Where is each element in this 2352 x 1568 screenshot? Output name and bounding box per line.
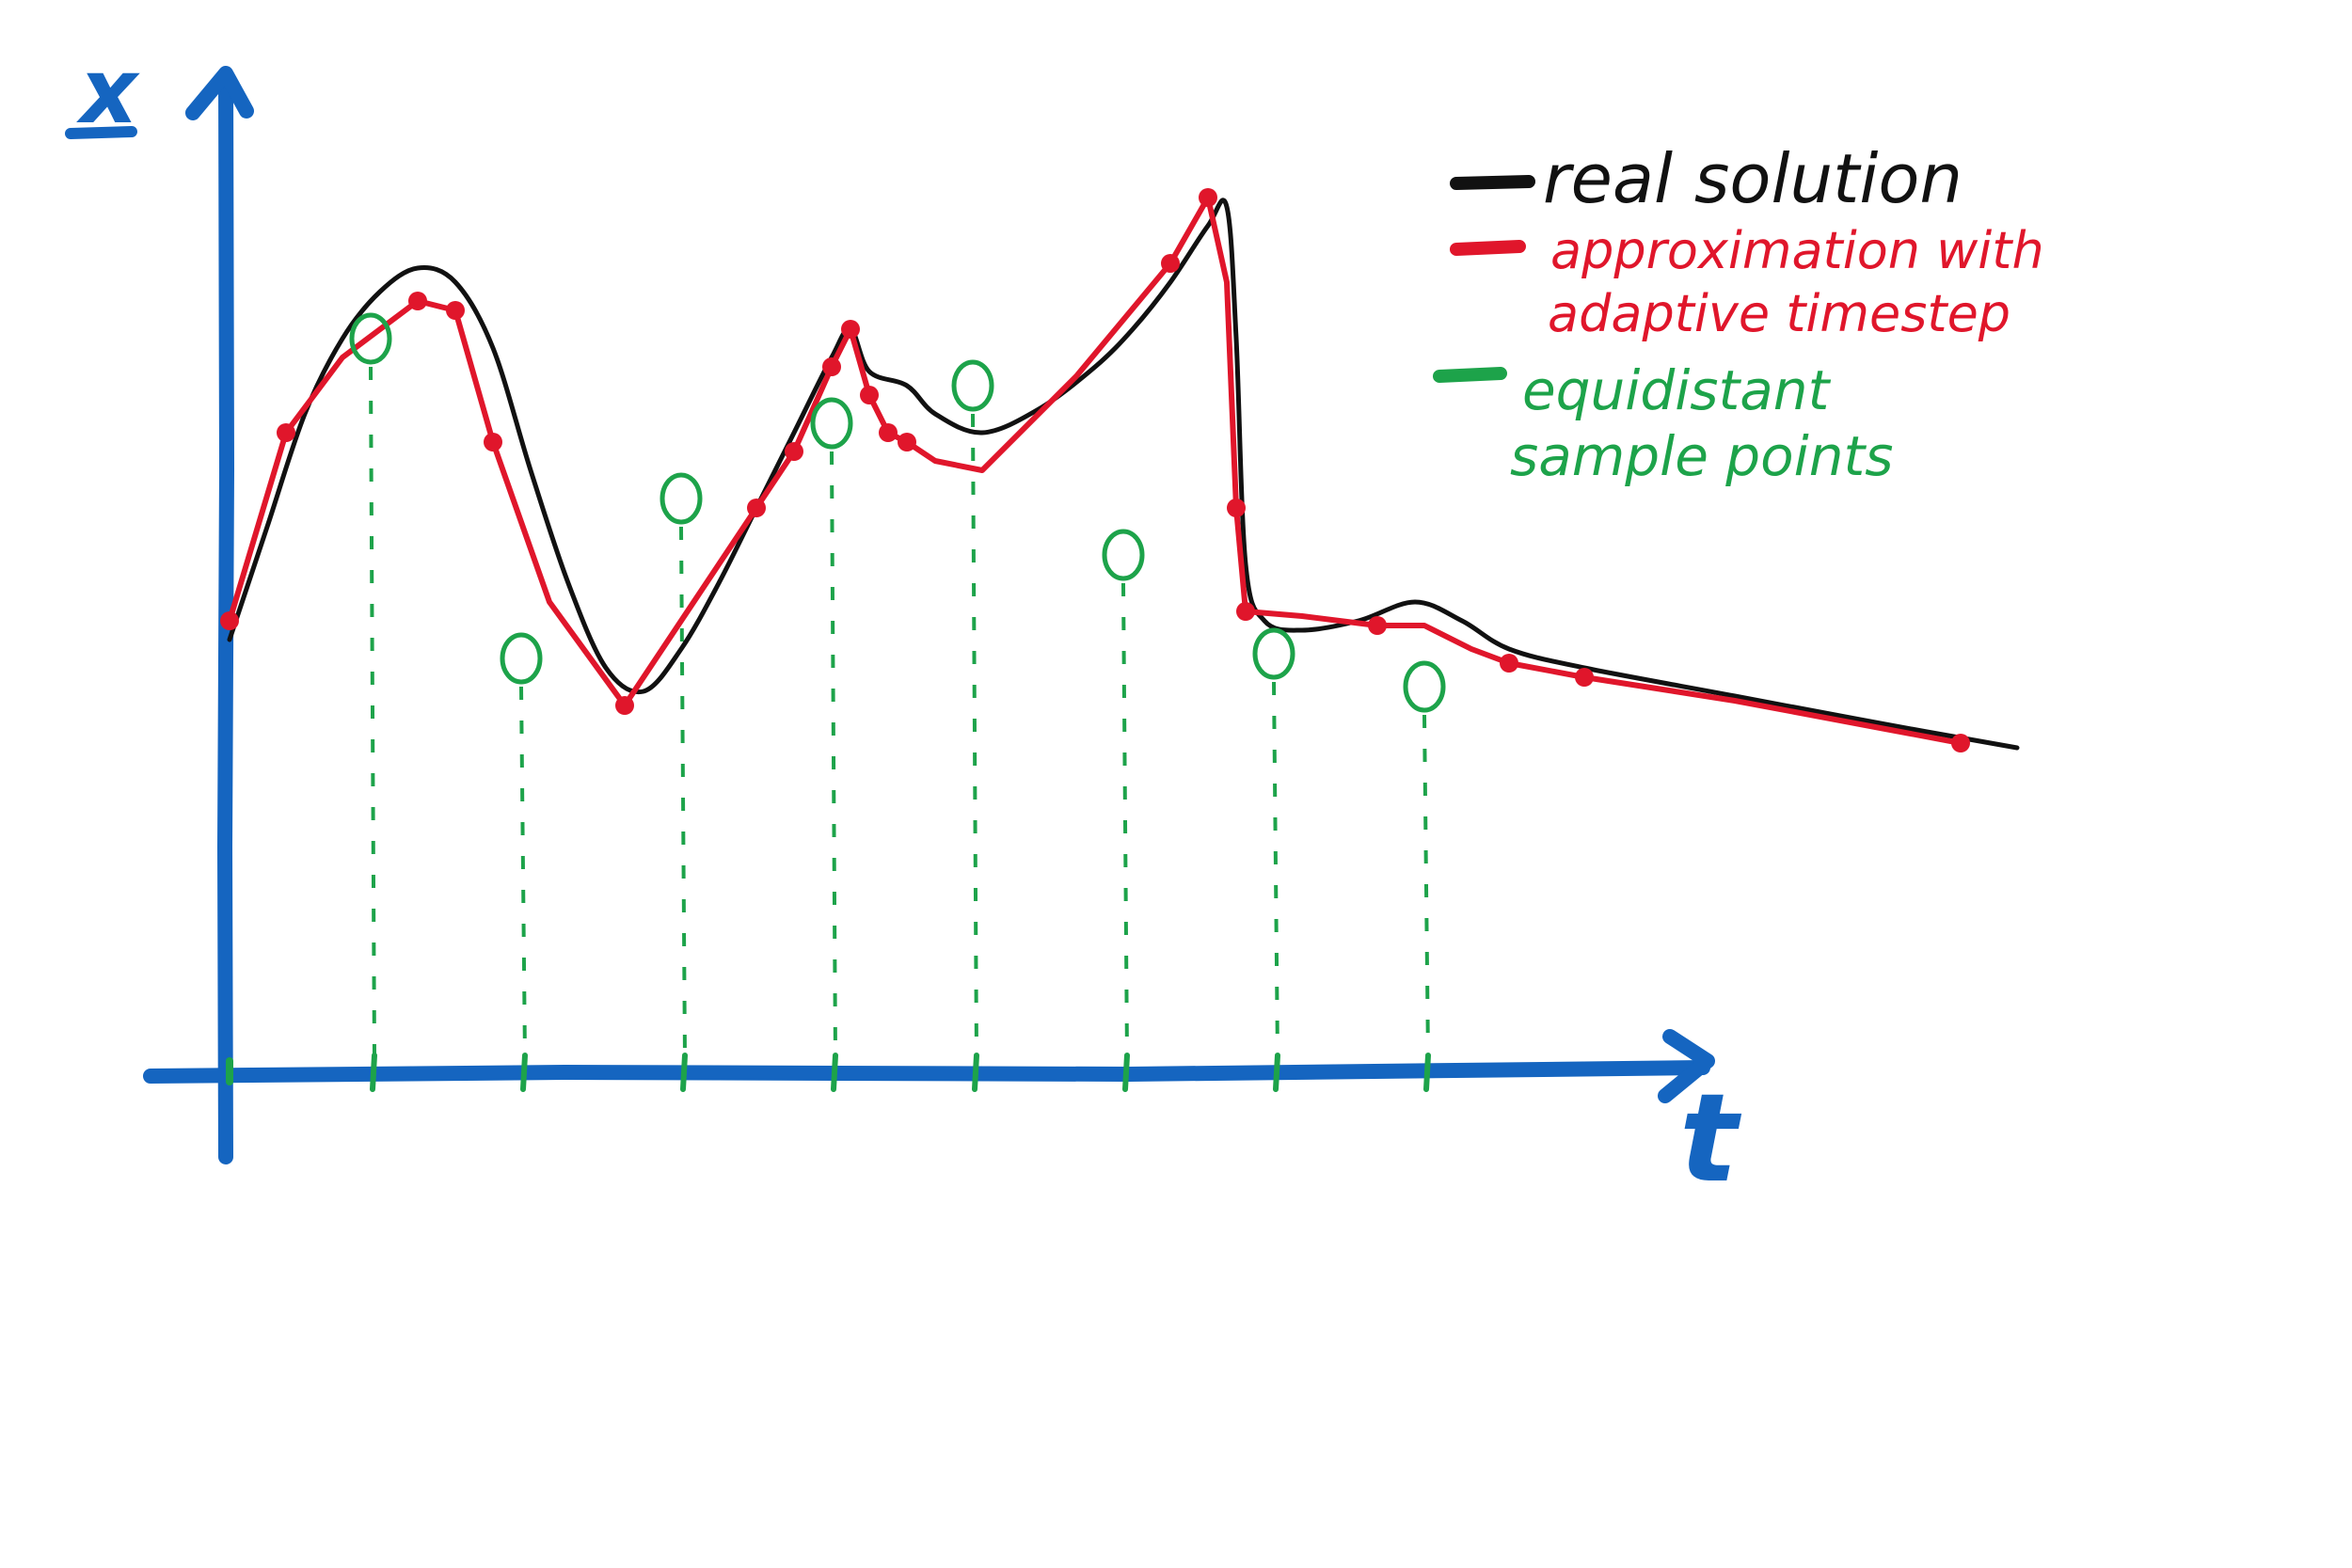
adaptive-sample-point — [785, 442, 803, 461]
y-axis-label-underline — [65, 126, 137, 139]
equidistant-sample-points — [349, 312, 1446, 713]
adaptive-sample-point — [408, 292, 427, 310]
adaptive-sample-point — [1236, 602, 1255, 621]
equidistant-tick — [1122, 1053, 1130, 1092]
adaptive-sample-point — [220, 611, 239, 630]
adaptive-sample-point — [1575, 668, 1594, 687]
equidistant-tick — [370, 1053, 377, 1092]
equidistant-guide-lines — [369, 366, 1430, 1059]
equidistant-guide-line — [369, 366, 376, 1059]
equidistant-sample-point — [1252, 627, 1295, 680]
x-axis — [143, 1060, 1710, 1084]
real-solution-curve — [227, 198, 2020, 751]
legend-label-equidistant-line2: sample points — [1510, 424, 1893, 488]
equidistant-guide-line — [1422, 714, 1430, 1059]
equidistant-sample-point — [951, 359, 994, 412]
equidistant-sample-point — [500, 632, 543, 685]
adaptive-sample-point — [1951, 734, 1970, 752]
equidistant-guide-line — [519, 686, 527, 1059]
legend-item-adaptive: approximation with adaptive timestep — [1450, 221, 2044, 343]
x-axis-arrowhead — [1658, 1029, 1715, 1103]
adaptive-sample-points — [220, 188, 1970, 752]
adaptive-sample-point — [822, 357, 841, 376]
equidistant-sample-point — [1403, 660, 1446, 713]
equidistant-sample-point — [660, 472, 703, 525]
equidistant-tick — [1273, 1053, 1280, 1092]
adaptive-approximation-curve — [227, 195, 1963, 746]
equidistant-tick-marks — [226, 1053, 1431, 1092]
adaptive-sample-point — [747, 499, 766, 517]
axes: x t — [65, 40, 1742, 1210]
legend: real solution approximation with adaptiv… — [1433, 139, 2044, 488]
legend-swatch-real — [1450, 175, 1535, 190]
adaptive-sample-point — [484, 433, 502, 451]
legend-label-real: real solution — [1543, 139, 1963, 218]
y-axis — [217, 68, 234, 1164]
adaptive-sample-point — [1368, 616, 1387, 635]
adaptive-sample-point — [1500, 654, 1518, 673]
equidistant-guide-line — [971, 413, 978, 1059]
y-axis-arrowhead — [185, 66, 254, 120]
legend-swatch-adaptive — [1450, 240, 1526, 256]
equidistant-guide-line — [1121, 582, 1129, 1059]
adaptive-sample-point — [446, 301, 465, 320]
adaptive-sample-point — [1161, 254, 1180, 273]
legend-swatch-equidistant — [1433, 367, 1507, 383]
equidistant-tick — [520, 1053, 528, 1092]
adaptive-sample-point — [1199, 188, 1217, 207]
equidistant-tick — [680, 1053, 688, 1092]
equidistant-tick — [831, 1053, 838, 1092]
adaptive-sample-point — [860, 386, 879, 404]
equidistant-sample-point — [810, 397, 853, 450]
adaptive-sample-point — [277, 423, 295, 442]
adaptive-sample-point — [898, 433, 916, 451]
equidistant-guide-line — [679, 526, 687, 1059]
legend-item-equidistant: equidistant sample points — [1433, 358, 1893, 488]
equidistant-sample-point — [1102, 529, 1145, 581]
legend-label-equidistant-line1: equidistant — [1522, 358, 1832, 422]
equidistant-sample-point — [349, 312, 392, 365]
legend-item-real: real solution — [1450, 139, 1963, 218]
x-axis-label: t — [1679, 1067, 1742, 1210]
legend-label-adaptive-line2: adaptive timestep — [1548, 284, 2010, 343]
equidistant-tick — [1423, 1053, 1431, 1092]
adaptive-sample-point — [1227, 499, 1246, 517]
adaptive-sample-point — [841, 320, 860, 339]
equidistant-tick — [972, 1053, 979, 1092]
adaptive-sample-point — [615, 696, 634, 715]
equidistant-guide-line — [1272, 681, 1279, 1059]
legend-label-adaptive-line1: approximation with — [1550, 221, 2044, 280]
adaptive-sample-point — [879, 423, 898, 442]
